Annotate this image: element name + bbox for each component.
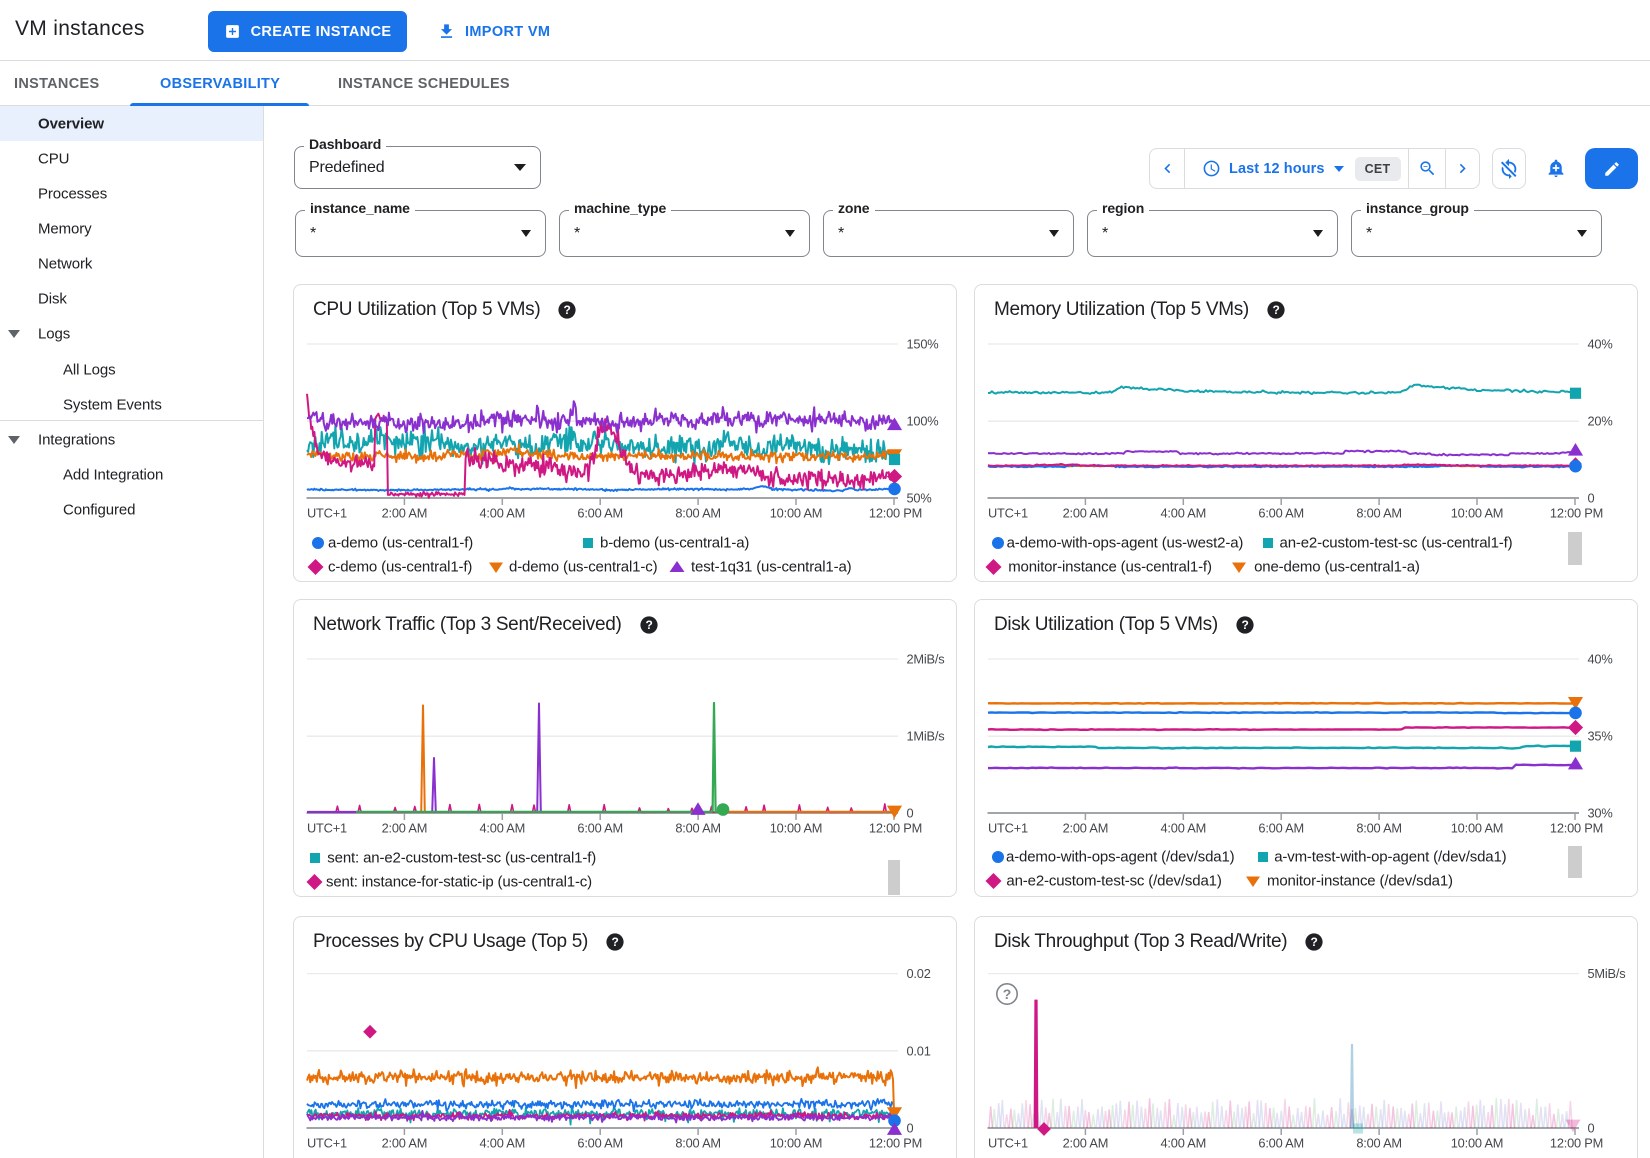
svg-text:12:00 PM: 12:00 PM — [869, 506, 922, 521]
svg-text:20%: 20% — [1588, 414, 1613, 429]
svg-text:2:00 AM: 2:00 AM — [1063, 821, 1109, 836]
svg-text:6:00 AM: 6:00 AM — [1258, 821, 1304, 836]
svg-text:4:00 AM: 4:00 AM — [1161, 821, 1207, 836]
svg-text:50%: 50% — [907, 491, 932, 506]
svg-text:0.01: 0.01 — [907, 1043, 931, 1058]
svg-text:?: ? — [645, 618, 652, 632]
svg-text:8:00 AM: 8:00 AM — [1356, 506, 1402, 521]
svg-text:8:00 AM: 8:00 AM — [675, 821, 721, 836]
svg-text:10:00 AM: 10:00 AM — [1451, 821, 1503, 836]
svg-text:?: ? — [612, 935, 619, 949]
svg-text:0: 0 — [907, 1121, 914, 1136]
svg-text:UTC+1: UTC+1 — [988, 506, 1028, 521]
svg-text:2:00 AM: 2:00 AM — [382, 506, 428, 521]
svg-text:4:00 AM: 4:00 AM — [1161, 506, 1207, 521]
svg-text:0: 0 — [1588, 491, 1595, 506]
svg-text:10:00 AM: 10:00 AM — [1451, 506, 1503, 521]
svg-text:UTC+1: UTC+1 — [307, 506, 347, 521]
svg-text:12:00 PM: 12:00 PM — [1550, 1136, 1603, 1151]
svg-text:4:00 AM: 4:00 AM — [1161, 1136, 1207, 1151]
svg-text:12:00 PM: 12:00 PM — [1550, 506, 1603, 521]
svg-text:6:00 AM: 6:00 AM — [1258, 506, 1304, 521]
svg-text:2:00 AM: 2:00 AM — [382, 1136, 428, 1151]
svg-text:8:00 AM: 8:00 AM — [675, 1136, 721, 1151]
svg-text:2:00 AM: 2:00 AM — [1063, 1136, 1109, 1151]
svg-text:2:00 AM: 2:00 AM — [1063, 506, 1109, 521]
svg-text:6:00 AM: 6:00 AM — [1258, 1136, 1304, 1151]
svg-text:6:00 AM: 6:00 AM — [577, 506, 623, 521]
svg-text:8:00 AM: 8:00 AM — [1356, 1136, 1402, 1151]
svg-text:40%: 40% — [1588, 652, 1613, 667]
svg-text:2:00 AM: 2:00 AM — [382, 821, 428, 836]
svg-text:6:00 AM: 6:00 AM — [577, 1136, 623, 1151]
svg-text:8:00 AM: 8:00 AM — [675, 506, 721, 521]
svg-text:?: ? — [564, 303, 571, 317]
svg-text:?: ? — [1311, 935, 1318, 949]
svg-text:5MiB/s: 5MiB/s — [1588, 966, 1626, 981]
svg-text:0: 0 — [907, 806, 914, 821]
svg-text:10:00 AM: 10:00 AM — [770, 506, 822, 521]
svg-text:6:00 AM: 6:00 AM — [577, 821, 623, 836]
svg-text:?: ? — [1241, 618, 1248, 632]
svg-text:12:00 PM: 12:00 PM — [869, 821, 922, 836]
svg-text:30%: 30% — [1588, 806, 1613, 821]
svg-text:100%: 100% — [907, 414, 939, 429]
svg-text:10:00 AM: 10:00 AM — [770, 821, 822, 836]
svg-text:1MiB/s: 1MiB/s — [907, 729, 945, 744]
svg-text:10:00 AM: 10:00 AM — [770, 1136, 822, 1151]
svg-text:UTC+1: UTC+1 — [988, 1136, 1028, 1151]
svg-text:150%: 150% — [907, 337, 939, 352]
svg-text:?: ? — [1272, 303, 1279, 317]
svg-text:35%: 35% — [1588, 729, 1613, 744]
svg-text:UTC+1: UTC+1 — [988, 821, 1028, 836]
svg-text:4:00 AM: 4:00 AM — [480, 1136, 526, 1151]
svg-text:8:00 AM: 8:00 AM — [1356, 821, 1402, 836]
svg-text:0.02: 0.02 — [907, 966, 931, 981]
svg-text:4:00 AM: 4:00 AM — [480, 506, 526, 521]
svg-text:4:00 AM: 4:00 AM — [480, 821, 526, 836]
svg-text:?: ? — [1003, 986, 1012, 1002]
svg-text:0: 0 — [1588, 1121, 1595, 1136]
svg-text:40%: 40% — [1588, 337, 1613, 352]
svg-text:UTC+1: UTC+1 — [307, 821, 347, 836]
svg-text:UTC+1: UTC+1 — [307, 1136, 347, 1151]
svg-text:10:00 AM: 10:00 AM — [1451, 1136, 1503, 1151]
svg-text:12:00 PM: 12:00 PM — [869, 1136, 922, 1151]
svg-text:12:00 PM: 12:00 PM — [1550, 821, 1603, 836]
svg-text:2MiB/s: 2MiB/s — [907, 652, 945, 667]
